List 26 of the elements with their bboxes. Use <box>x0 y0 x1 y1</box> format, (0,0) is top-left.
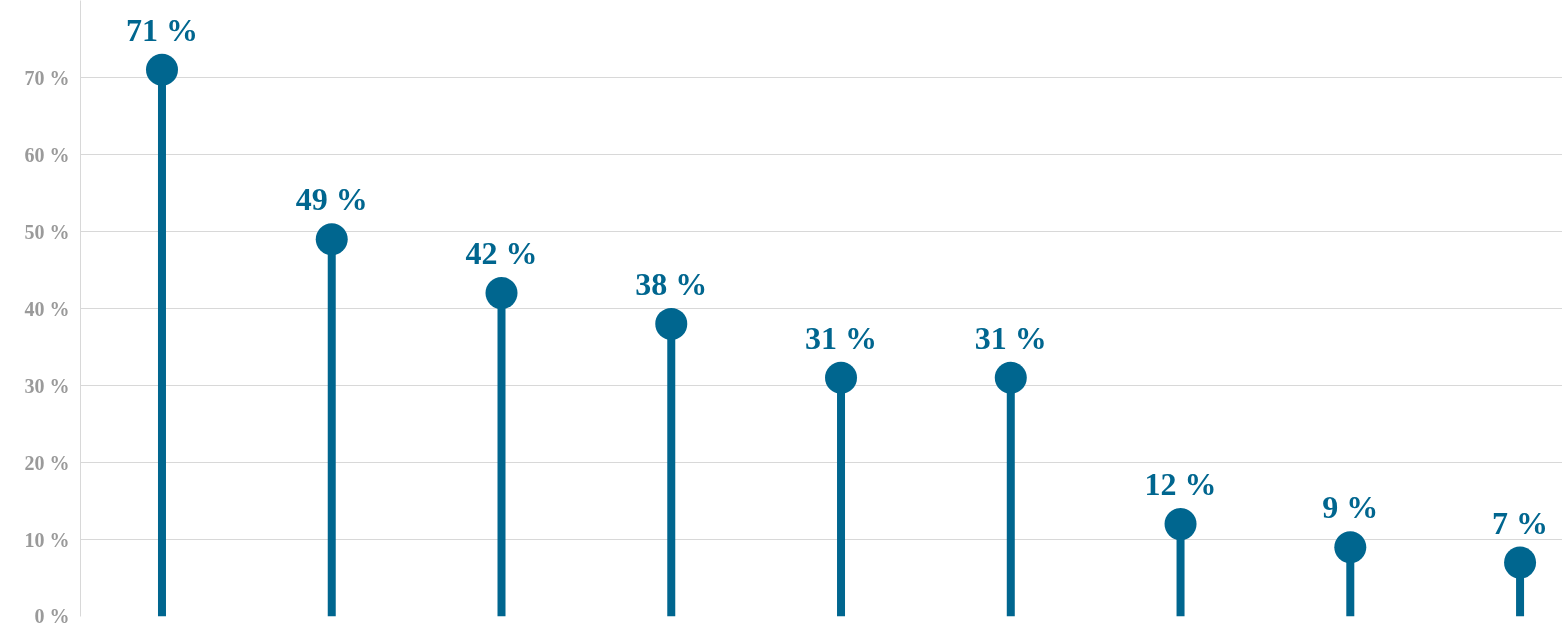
point <box>655 307 688 340</box>
data-label: 31 % <box>805 319 878 356</box>
y-tick-label: 50 % <box>24 220 70 243</box>
y-tick-label: 70 % <box>24 66 70 89</box>
data-label: 12 % <box>1144 466 1217 503</box>
y-tick-label: 30 % <box>24 374 70 397</box>
data-label: 49 % <box>295 181 368 218</box>
data-label: 71 % <box>125 11 198 48</box>
point <box>825 361 858 394</box>
point <box>315 223 348 256</box>
point <box>994 361 1027 394</box>
y-tick-label: 60 % <box>24 143 70 166</box>
point <box>485 277 518 310</box>
data-label: 38 % <box>635 265 708 302</box>
point <box>1334 531 1367 564</box>
data-label: 31 % <box>974 319 1047 356</box>
data-label: 7 % <box>1492 504 1549 541</box>
point <box>145 53 178 86</box>
point <box>1504 546 1537 579</box>
y-tick-label: 10 % <box>24 528 70 551</box>
data-label: 9 % <box>1322 489 1379 526</box>
data-label: 42 % <box>465 235 538 272</box>
y-tick-label: 0 % <box>34 604 70 626</box>
y-tick-label: 40 % <box>24 297 70 320</box>
y-tick-label: 20 % <box>24 451 70 474</box>
point <box>1164 508 1197 541</box>
